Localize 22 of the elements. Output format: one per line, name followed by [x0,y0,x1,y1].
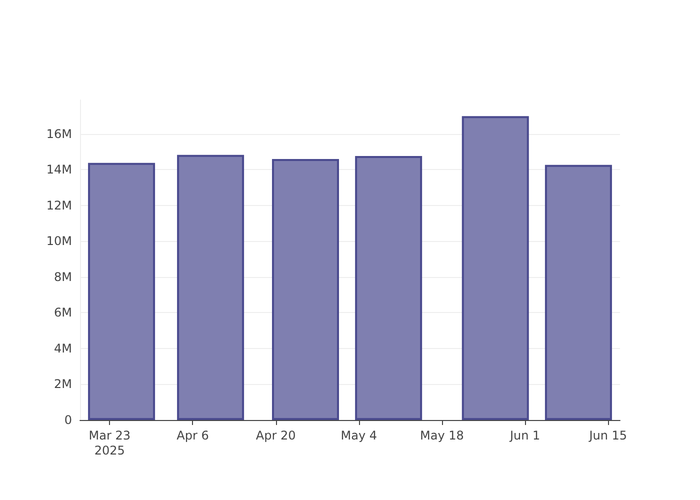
x-tick-label: Mar 23 2025 [88,428,131,458]
y-tick-label: 14M [46,162,72,177]
y-tick-label: 4M [54,341,72,356]
x-tick-label: Apr 6 [176,428,209,442]
x-tick-label: Apr 20 [256,428,296,442]
x-tick-label: Jun 15 [588,428,628,442]
bar [177,154,244,420]
y-tick-label: 6M [54,306,72,320]
bar [544,164,612,420]
bar [462,116,529,420]
y-tick-label: 10M [46,234,72,248]
y-tick-label: 8M [54,270,72,284]
y-tick-label: 12M [46,198,72,212]
bar [88,162,156,420]
x-tick-label: May 18 [420,428,464,442]
y-tick-label: 2M [54,377,72,392]
bar [272,158,339,420]
x-tick-label: Jun 1 [508,428,540,442]
x-tick-label: May 4 [340,428,378,442]
y-tick-label: 0 [64,413,72,427]
bar [355,156,422,420]
y-tick-label: 16M [46,126,72,141]
